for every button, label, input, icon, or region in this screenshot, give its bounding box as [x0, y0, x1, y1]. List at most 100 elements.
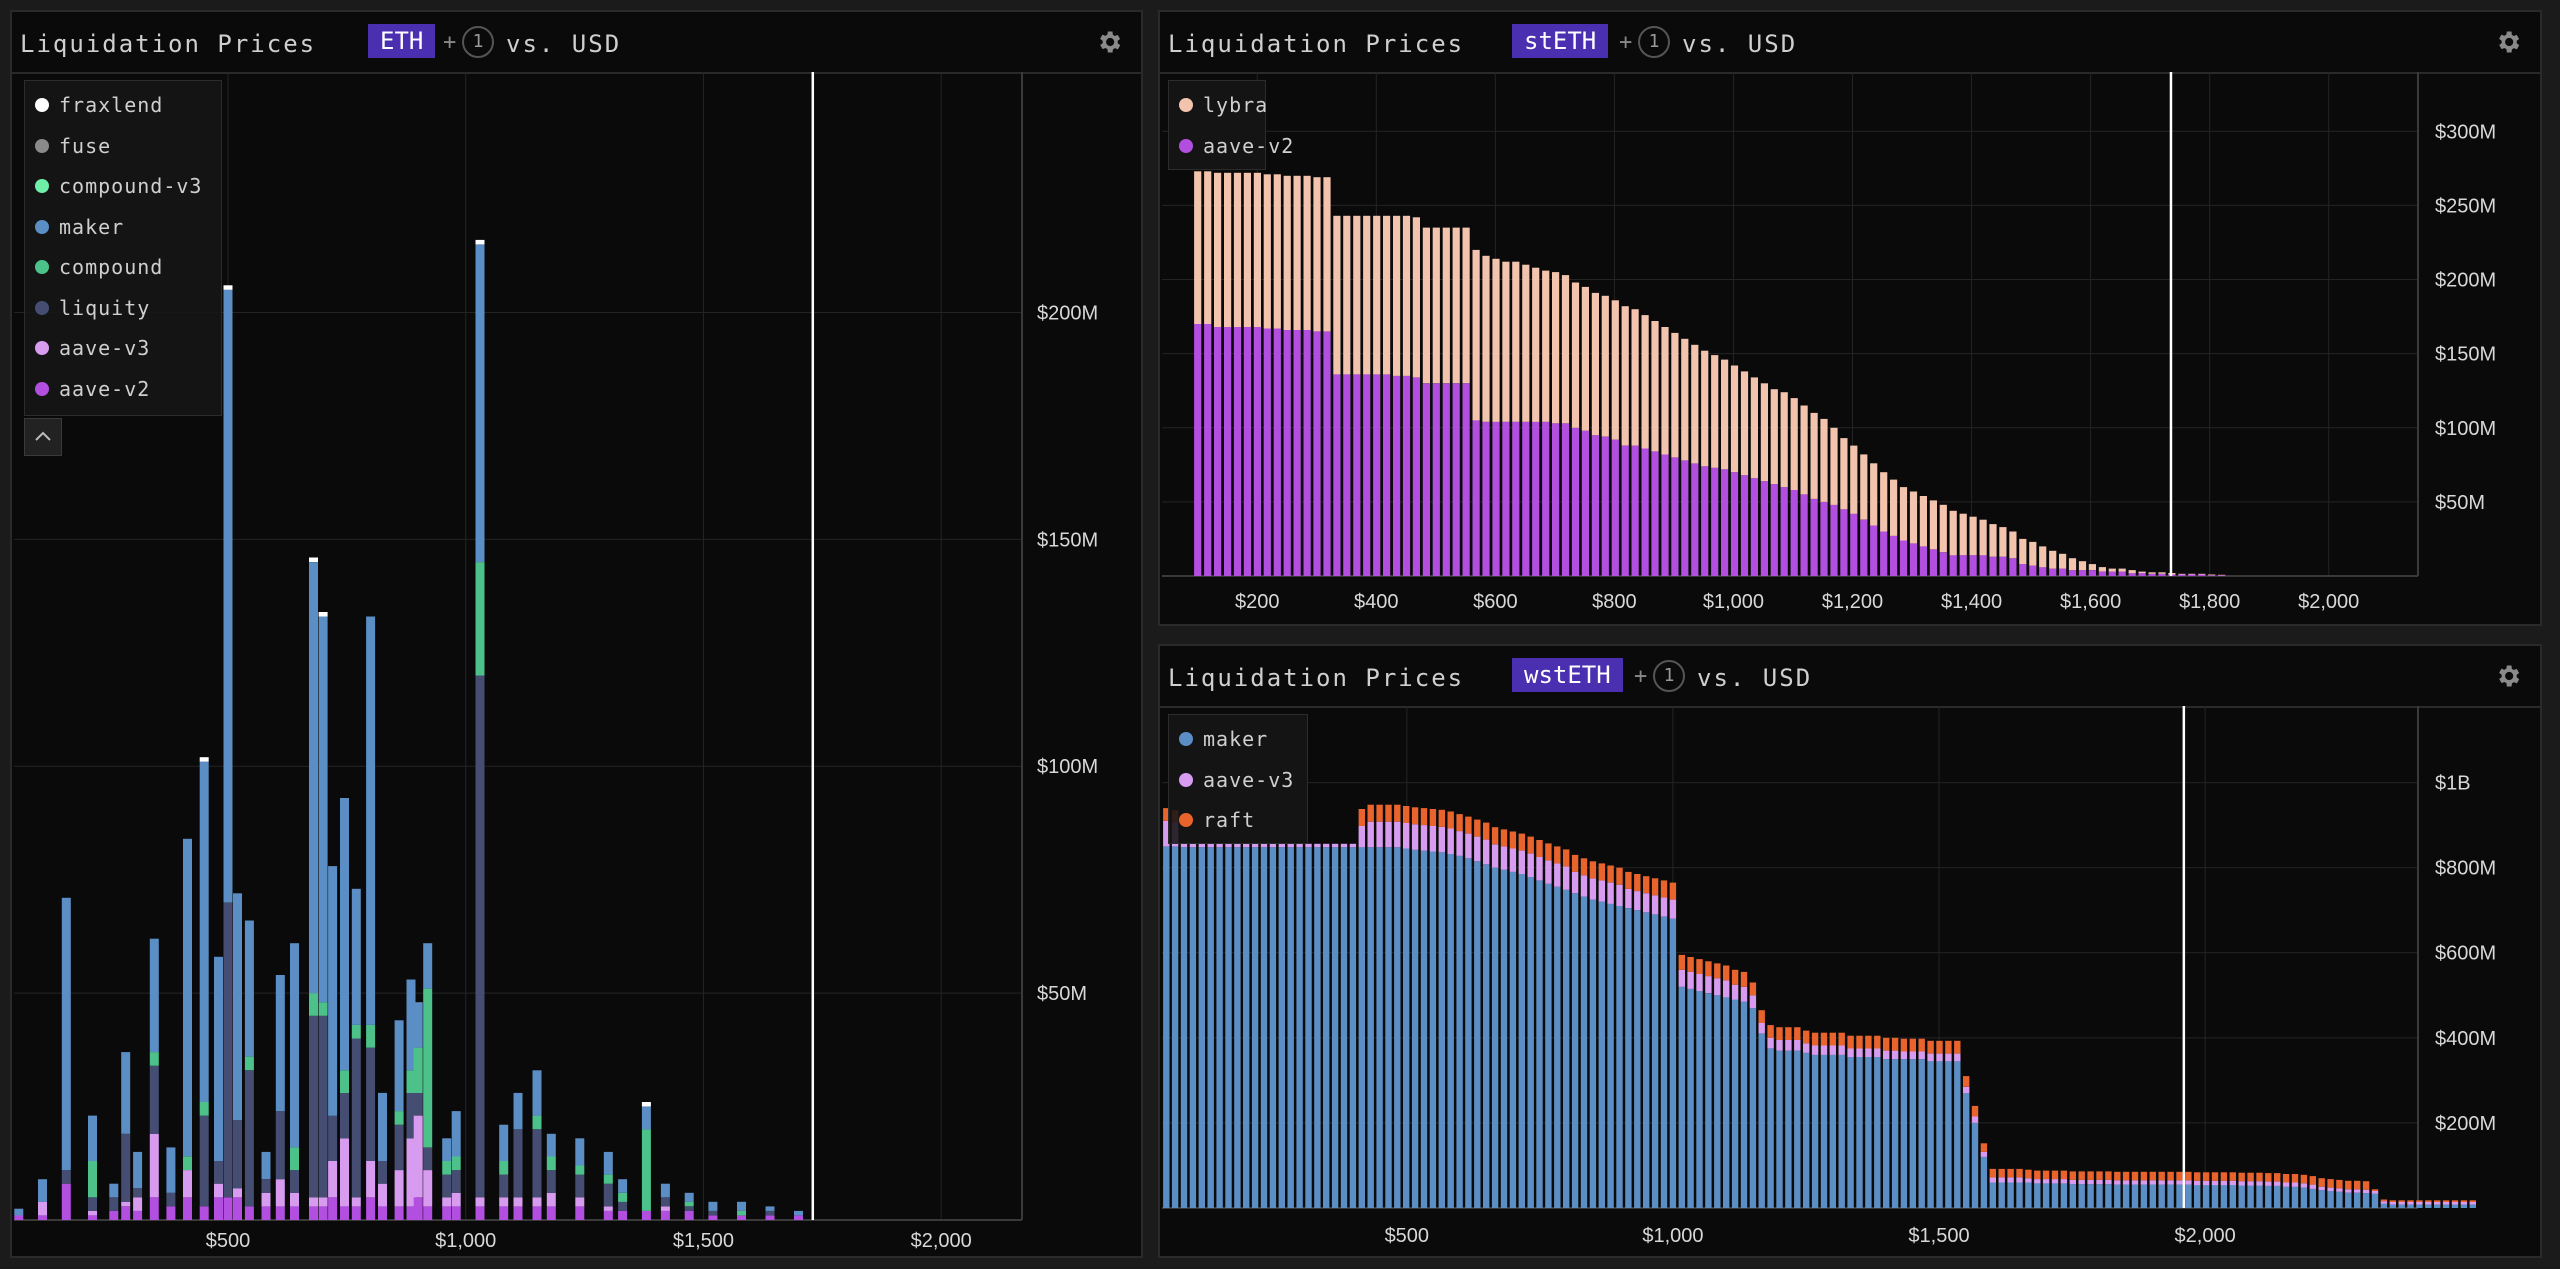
bar-segment-aave-v2[interactable] [1899, 540, 1908, 576]
bar-segment-raft[interactable] [1900, 1038, 1908, 1052]
bar-segment-aave-v2[interactable] [2088, 570, 2096, 576]
bar-segment-raft[interactable] [2309, 1176, 2316, 1185]
bar-segment-lybra[interactable] [1800, 405, 1808, 495]
bar-segment-liquity[interactable] [575, 1174, 585, 1198]
legend-item-compound[interactable]: compound [25, 247, 221, 288]
bar-segment-raft[interactable] [1874, 1035, 1881, 1049]
bar-segment-maker[interactable] [2425, 1204, 2432, 1208]
bar-segment-aave-v3[interactable] [1163, 820, 1170, 847]
bar-segment-raft[interactable] [1829, 1032, 1836, 1046]
bar-segment-maker[interactable] [214, 956, 223, 1161]
bar-segment-raft[interactable] [2398, 1200, 2405, 1202]
bar-segment-aave-v2[interactable] [2118, 571, 2126, 576]
bar-segment-maker[interactable] [1545, 883, 1552, 1208]
bar-segment-lybra[interactable] [1253, 172, 1261, 327]
bar-segment-aave-v3[interactable] [2442, 1202, 2450, 1205]
bar-segment-aave-v3[interactable] [1474, 836, 1481, 862]
bar-segment-maker[interactable] [1963, 1093, 1970, 1208]
gear-icon[interactable] [2494, 662, 2522, 690]
bar-segment-raft[interactable] [2442, 1200, 2450, 1202]
bar-segment-aave-v2[interactable] [2178, 574, 2186, 577]
bar-segment-aave-v2[interactable] [406, 1206, 416, 1220]
bar-segment-lybra[interactable] [1512, 261, 1520, 422]
bar-segment-maker[interactable] [2318, 1190, 2325, 1208]
bar-segment-compound[interactable] [394, 1111, 404, 1125]
bar-segment-aave-v2[interactable] [1522, 421, 1530, 576]
bar-segment-aave-v3[interactable] [366, 1161, 376, 1198]
bar-segment-raft[interactable] [1918, 1038, 1925, 1052]
bar-segment-lybra[interactable] [1621, 306, 1629, 446]
bar-segment-lybra[interactable] [1840, 438, 1848, 510]
bar-segment-aave-v3[interactable] [1216, 843, 1223, 848]
bar-segment-aave-v2[interactable] [1303, 329, 1311, 576]
bar-segment-maker[interactable] [2007, 1182, 2014, 1209]
bar-segment-maker[interactable] [1189, 847, 1197, 1208]
bar-segment-maker[interactable] [603, 1151, 613, 1175]
bar-segment-raft[interactable] [1580, 858, 1588, 876]
bar-segment-raft[interactable] [2220, 1172, 2228, 1181]
bar-segment-aave-v2[interactable] [451, 1206, 461, 1220]
bar-segment-aave-v2[interactable] [2108, 571, 2116, 576]
bar-segment-aave-v3[interactable] [149, 1133, 159, 1198]
bar-segment-aave-v2[interactable] [328, 1197, 338, 1220]
bar-segment-aave-v2[interactable] [1721, 469, 1729, 576]
bar-segment-maker[interactable] [1536, 880, 1543, 1208]
bar-segment-aave-v3[interactable] [1287, 843, 1294, 848]
bar-segment-aave-v2[interactable] [2198, 574, 2206, 577]
bar-segment-aave-v2[interactable] [1880, 531, 1888, 577]
bar-segment-lybra[interactable] [1233, 172, 1242, 327]
bar-segment-raft[interactable] [1856, 1035, 1863, 1049]
bar-segment-raft[interactable] [1465, 816, 1472, 834]
bar-segment-aave-v3[interactable] [2309, 1184, 2316, 1189]
bar-segment-aave-v2[interactable] [532, 1206, 542, 1220]
bar-segment-aave-v3[interactable] [1527, 853, 1534, 877]
bar-segment-aave-v3[interactable] [1358, 826, 1365, 848]
bar-segment-aave-v3[interactable] [1838, 1045, 1845, 1055]
bar-segment-aave-v3[interactable] [1616, 884, 1623, 906]
bar-segment-aave-v3[interactable] [513, 1197, 523, 1207]
collapse-legend-button[interactable] [24, 418, 62, 456]
bar-segment-raft[interactable] [1447, 811, 1454, 829]
bar-segment-maker[interactable] [2051, 1183, 2059, 1208]
bar-segment-raft[interactable] [2087, 1171, 2094, 1180]
bar-segment-maker[interactable] [1669, 918, 1677, 1208]
bar-segment-raft[interactable] [2274, 1173, 2281, 1182]
bar-segment-maker[interactable] [1847, 1057, 1854, 1208]
bar-segment-lybra[interactable] [1999, 527, 2007, 557]
bar-segment-maker[interactable] [1527, 877, 1534, 1208]
bar-segment-lybra[interactable] [1701, 350, 1709, 467]
bar-segment-raft[interactable] [1927, 1040, 1934, 1054]
bar-segment-compound[interactable] [290, 1147, 299, 1171]
bar-segment-raft[interactable] [1518, 833, 1525, 851]
bar-segment-lybra[interactable] [2009, 531, 2017, 559]
bar-segment-aave-v3[interactable] [2345, 1189, 2352, 1193]
bar-segment-liquity[interactable] [318, 1015, 328, 1198]
bar-segment-maker[interactable] [1243, 847, 1250, 1208]
bar-segment-aave-v3[interactable] [318, 1197, 328, 1207]
bar-segment-maker[interactable] [1589, 899, 1597, 1208]
bar-segment-maker[interactable] [1731, 999, 1739, 1209]
bar-segment-lybra[interactable] [1780, 392, 1788, 488]
bar-segment-lybra[interactable] [1611, 300, 1619, 440]
bar-segment-lybra[interactable] [1522, 264, 1530, 422]
bar-segment-aave-v2[interactable] [109, 1210, 119, 1220]
bar-segment-lybra[interactable] [1919, 496, 1927, 547]
bar-segment-maker[interactable] [2407, 1204, 2414, 1208]
bar-segment-aave-v2[interactable] [1283, 329, 1291, 576]
bar-segment-liquity[interactable] [532, 1129, 542, 1198]
bar-segment-aave-v3[interactable] [1723, 980, 1730, 998]
bar-segment-aave-v2[interactable] [1581, 430, 1589, 576]
bar-segment-aave-v2[interactable] [351, 1206, 361, 1220]
bar-segment-aave-v3[interactable] [2398, 1202, 2405, 1205]
bar-segment-aave-v2[interactable] [2068, 570, 2077, 576]
bar-segment-compound[interactable] [641, 1129, 651, 1211]
bar-segment-maker[interactable] [2078, 1184, 2085, 1208]
bar-segment-lybra[interactable] [1263, 174, 1271, 329]
bar-segment-maker[interactable] [499, 1124, 509, 1161]
bar-segment-maker[interactable] [1171, 846, 1179, 1208]
bar-segment-aave-v2[interactable] [737, 1215, 746, 1221]
bar-segment-aave-v3[interactable] [1749, 995, 1757, 1009]
bar-segment-aave-v3[interactable] [660, 1206, 670, 1211]
bar-segment-maker[interactable] [328, 866, 338, 1116]
bar-segment-aave-v3[interactable] [1465, 833, 1472, 859]
